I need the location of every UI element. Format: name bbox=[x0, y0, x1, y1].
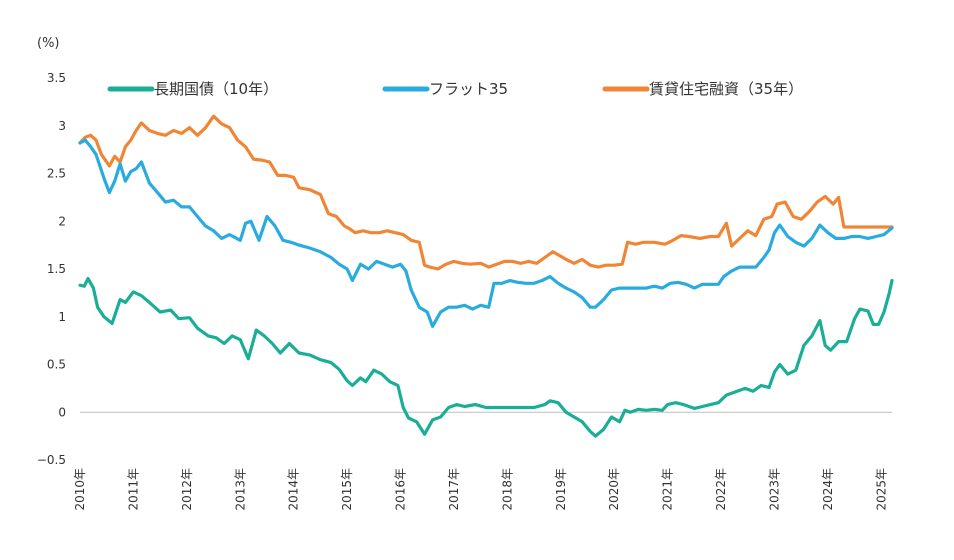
x-tick-label: 2010年 bbox=[73, 468, 87, 511]
x-tick-label: 2014年 bbox=[287, 468, 301, 511]
legend-label-1: フラット35 bbox=[429, 80, 508, 98]
legend: 長期国債（10年） フラット35 賃貸住宅融資（35年） bbox=[107, 80, 803, 98]
x-tick-label: 2011年 bbox=[126, 468, 140, 511]
series-line-1 bbox=[78, 138, 894, 328]
x-tick-label: 2024年 bbox=[821, 468, 835, 511]
y-unit-label: (%) bbox=[37, 36, 60, 51]
x-tick-label: 2012年 bbox=[180, 468, 194, 511]
x-tick-label: 2023年 bbox=[767, 468, 781, 511]
x-tick-label: 2017年 bbox=[447, 468, 461, 511]
y-tick-label: 1.5 bbox=[47, 262, 66, 276]
y-tick-label: 0 bbox=[58, 405, 66, 419]
x-tick-label: 2025年 bbox=[874, 468, 888, 511]
y-tick-label: 2.5 bbox=[47, 167, 66, 181]
x-tick-label: 2022年 bbox=[714, 468, 728, 511]
series-lines bbox=[78, 114, 894, 438]
x-tick-label: 2021年 bbox=[661, 468, 675, 511]
series-line-0 bbox=[78, 277, 894, 438]
x-tick-label: 2019年 bbox=[554, 468, 568, 511]
x-tick-label: 2020年 bbox=[607, 468, 621, 511]
y-axis-ticks: 3.5 3 2.5 2 1.5 1 0.5 0 −0.5 bbox=[37, 71, 66, 467]
x-tick-label: 2018年 bbox=[500, 468, 514, 511]
y-tick-label: 1 bbox=[58, 310, 66, 324]
x-tick-label: 2013年 bbox=[233, 468, 247, 511]
y-tick-label: −0.5 bbox=[37, 453, 66, 467]
legend-label-2: 賃貸住宅融資（35年） bbox=[649, 80, 803, 98]
x-tick-label: 2016年 bbox=[394, 468, 408, 511]
y-tick-label: 2 bbox=[58, 214, 66, 228]
y-tick-label: 3 bbox=[58, 119, 66, 133]
y-tick-label: 3.5 bbox=[47, 71, 66, 85]
y-tick-label: 0.5 bbox=[47, 358, 66, 372]
series-line-2 bbox=[78, 114, 894, 271]
legend-label-0: 長期国債（10年） bbox=[154, 80, 278, 98]
x-axis-ticks: 2010年 2011年 2012年 2013年 2014年 2015年 2016年 2017年… bbox=[73, 468, 888, 511]
x-tick-label: 2015年 bbox=[340, 468, 354, 511]
